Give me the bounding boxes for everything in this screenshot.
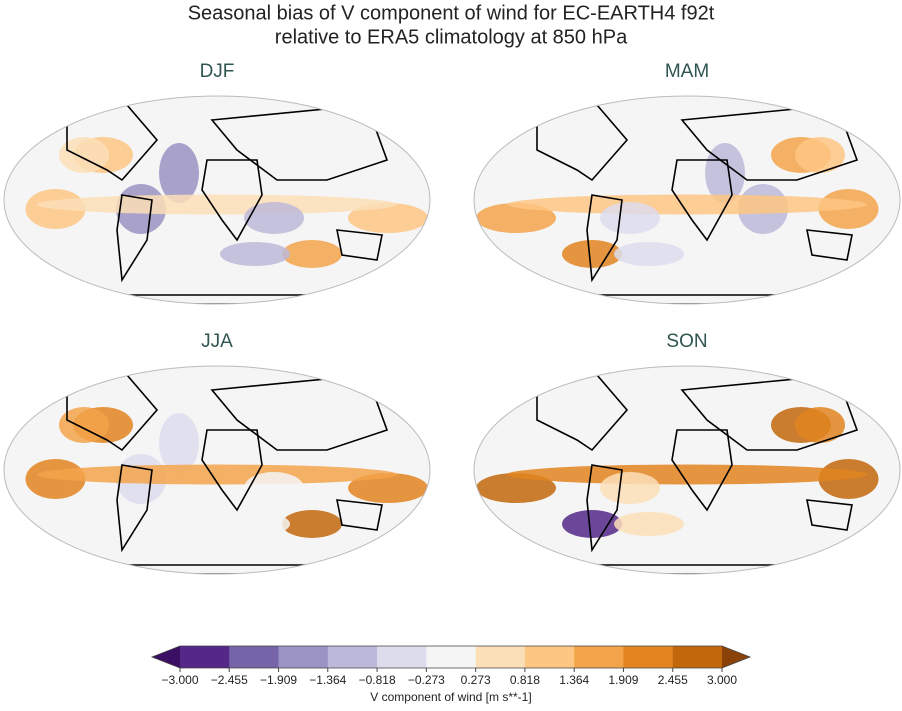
bias-region	[795, 407, 845, 443]
colorbar-label: V component of wind [m s**-1]	[370, 690, 531, 704]
panel-title: DJF	[200, 61, 235, 82]
coastline	[116, 464, 153, 553]
map-border	[3, 95, 431, 305]
colorbar-segment	[180, 646, 230, 668]
coastline	[336, 229, 383, 261]
colorbar-segment	[377, 646, 427, 668]
coastline	[806, 229, 853, 261]
bias-region	[507, 194, 867, 215]
bias-region	[795, 137, 845, 173]
bias-region	[244, 202, 304, 234]
map-panel	[4, 366, 430, 574]
bias-region	[159, 413, 199, 473]
colorbar-tick-label: 3.000	[707, 673, 737, 687]
colorbar-segment	[623, 646, 674, 668]
bias-region	[348, 473, 428, 503]
map-border	[3, 365, 431, 575]
colorbar-segment	[475, 646, 526, 668]
map-border	[473, 95, 901, 305]
colorbar-tick-label: −2.455	[211, 673, 248, 687]
colorbar-tick-label: −3.000	[161, 673, 198, 687]
bias-region	[562, 510, 622, 538]
coastline	[201, 159, 263, 242]
colorbar-segment	[524, 646, 575, 668]
coastline	[586, 464, 623, 553]
title-line: Seasonal bias of V component of wind for…	[188, 2, 715, 24]
colorbar-segment	[327, 646, 378, 668]
colorbar-tick-label: 2.455	[658, 673, 688, 687]
colorbar-tick-label: 1.364	[559, 673, 589, 687]
colorbar-tick-label: −0.273	[408, 673, 445, 687]
panel-title: JJA	[201, 331, 233, 352]
bias-region	[705, 143, 745, 203]
bias-region	[282, 510, 342, 538]
colorbar-segment	[574, 646, 624, 668]
coastline	[201, 429, 263, 512]
colorbar-segment	[672, 646, 723, 668]
bias-region	[614, 512, 684, 536]
bias-region	[705, 413, 745, 473]
colorbar-tick-label: 0.273	[461, 673, 491, 687]
colorbar-segment	[426, 646, 477, 668]
colorbar-segment	[278, 646, 329, 668]
bias-region	[614, 242, 684, 266]
bias-region	[220, 512, 290, 536]
bias-region	[348, 203, 428, 233]
bias-region	[37, 194, 397, 215]
coastline	[671, 159, 733, 242]
coastline	[336, 499, 383, 531]
colorbar-tick-label: 0.818	[510, 673, 540, 687]
bias-region	[562, 240, 622, 268]
map-panel	[4, 96, 430, 304]
coastline	[671, 429, 733, 512]
map-panel	[474, 366, 900, 574]
title-line: relative to ERA5 climatology at 850 hPa	[275, 26, 628, 48]
bias-region	[159, 143, 199, 203]
panel-title: SON	[666, 331, 707, 352]
bias-region	[282, 240, 342, 268]
bias-region	[507, 464, 867, 485]
colorbar-tick-label: −0.818	[359, 673, 396, 687]
colorbar-extend-high	[722, 646, 750, 668]
colorbar-tick-label: −1.909	[260, 673, 297, 687]
coastline	[116, 194, 153, 283]
colorbar-tick-label: −1.364	[309, 673, 346, 687]
coastline	[806, 499, 853, 531]
bias-region	[600, 202, 660, 234]
bias-region	[37, 464, 397, 485]
panel-title: MAM	[665, 61, 709, 82]
bias-region	[476, 203, 556, 233]
bias-region	[600, 472, 660, 504]
bias-region	[220, 242, 290, 266]
colorbar-segment	[229, 646, 280, 668]
colorbar-extend-low	[152, 646, 180, 668]
map-panel	[474, 96, 900, 304]
map-border	[473, 365, 901, 575]
colorbar-tick-label: 1.909	[608, 673, 638, 687]
coastline	[586, 194, 623, 283]
bias-region	[244, 472, 304, 504]
bias-region	[476, 473, 556, 503]
